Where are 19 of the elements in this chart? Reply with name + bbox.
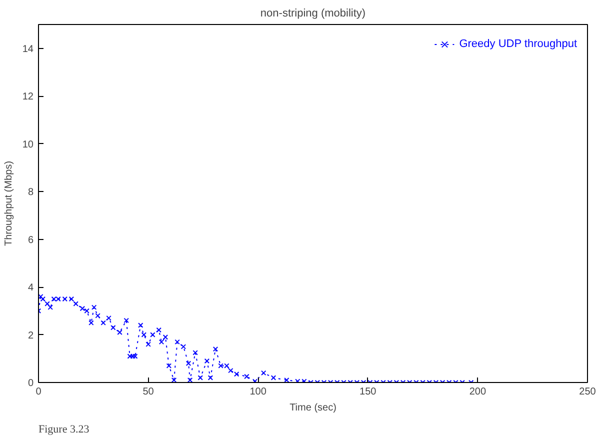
x-tick-label: 150 <box>360 386 377 398</box>
chart-title: non-striping (mobility) <box>260 8 366 20</box>
y-tick-label: 12 <box>22 92 34 103</box>
y-tick-label: 2 <box>28 330 34 342</box>
y-tick-label: 8 <box>28 187 34 198</box>
y-tick-label: 14 <box>22 44 34 55</box>
x-tick-label: 250 <box>579 386 596 398</box>
legend-label: Greedy UDP throughput <box>459 38 577 50</box>
x-axis-title: Time (sec) <box>290 402 336 414</box>
caption: Figure 3.23 <box>38 424 90 436</box>
x-tick-label: 100 <box>250 386 267 398</box>
y-tick-label: 4 <box>28 282 34 294</box>
y-tick-label: 6 <box>28 234 34 246</box>
x-tick-label: 0 <box>36 386 42 398</box>
x-tick-label: 200 <box>469 386 486 398</box>
y-axis-title: Throughput (Mbps) <box>3 160 14 246</box>
y-tick-label: 10 <box>22 139 34 150</box>
y-tick-label: 0 <box>28 378 34 389</box>
x-tick-label: 50 <box>142 386 154 398</box>
